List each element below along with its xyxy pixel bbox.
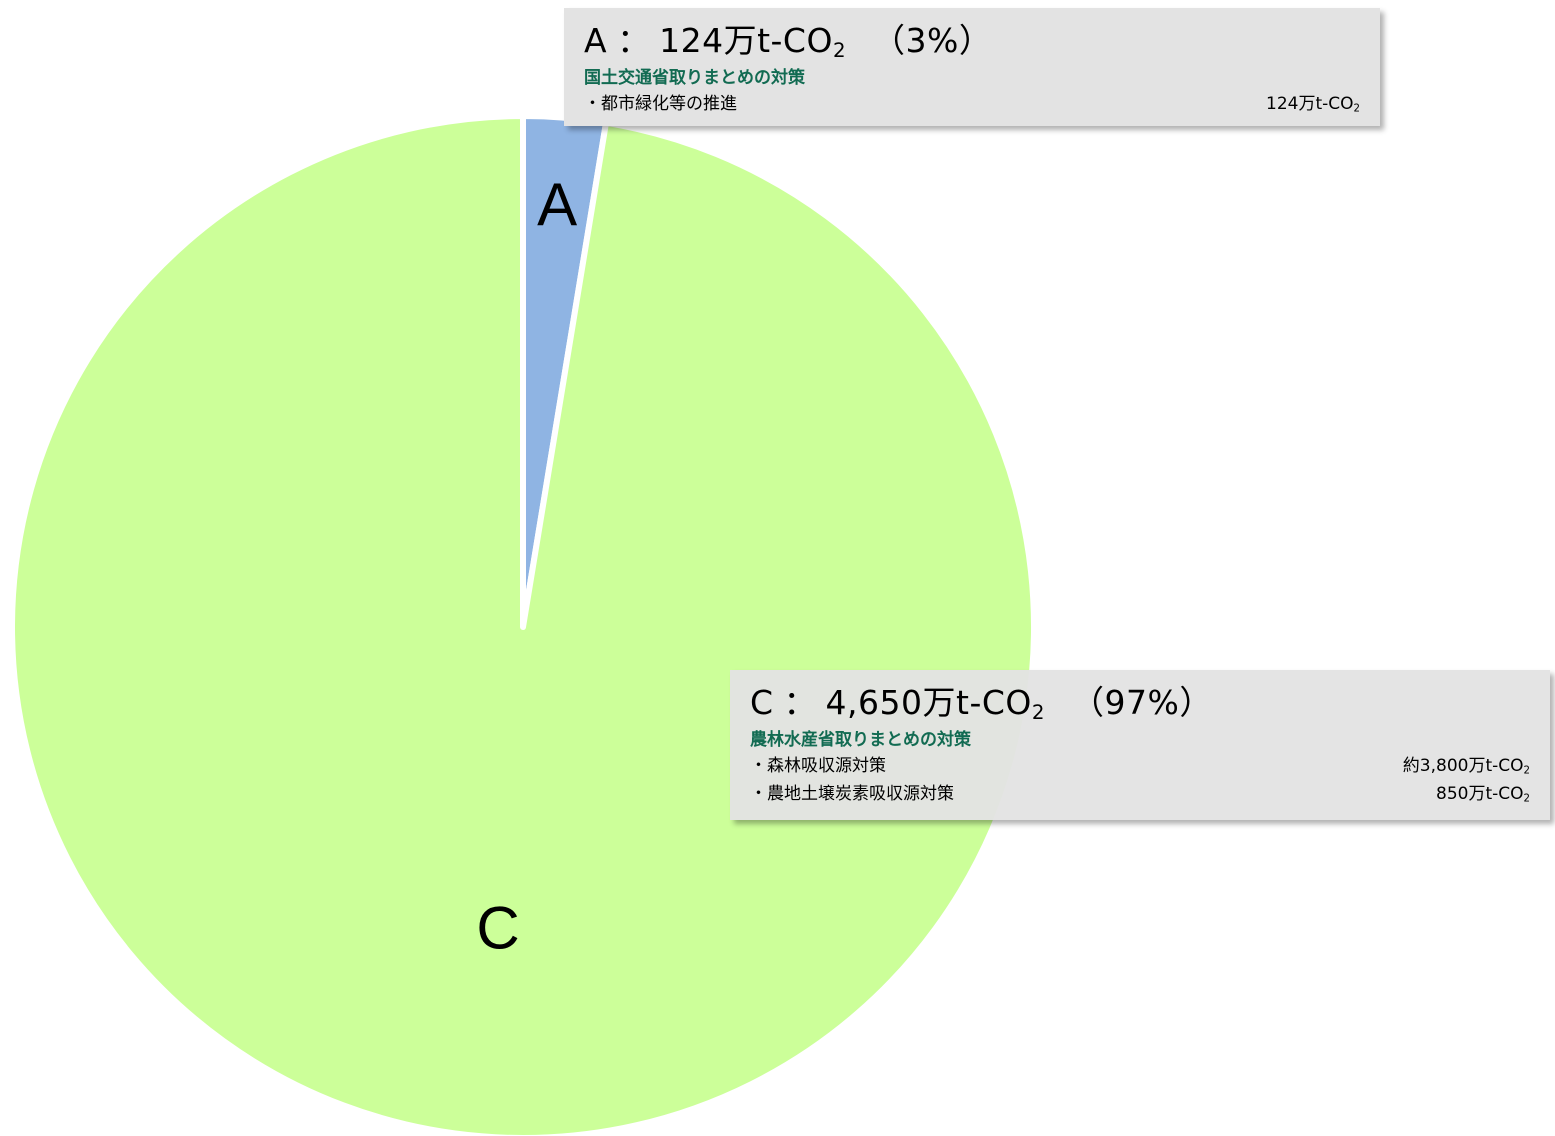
callout-c-item-value-subscript: 2: [1523, 793, 1530, 805]
callout-a-item: ・都市緑化等の推進 124万t-CO2: [584, 90, 1360, 118]
callout-a-amount: 124万t-CO: [659, 21, 833, 60]
callout-c-heading: C： 4,650万t-CO2 （97%）: [750, 683, 1530, 724]
callout-c-item-name: ・農地土壌炭素吸収源対策: [750, 784, 954, 804]
callout-c-amount-subscript: 2: [1031, 700, 1045, 724]
callout-c-amount: 4,650万t-CO: [825, 683, 1032, 722]
callout-c-separator: ：: [783, 683, 818, 722]
callout-a-item-value-text: 124万t-CO: [1266, 94, 1354, 114]
callout-c-ministry: 農林水産省取りまとめの対策: [750, 730, 971, 750]
callout-c-percent: （97%）: [1070, 683, 1213, 722]
pie-slice-c: [9, 113, 1037, 1136]
pie-slice-label-c: C: [476, 894, 519, 961]
callout-c-item: ・農地土壌炭素吸収源対策 850万t-CO2: [750, 780, 1530, 808]
pie-slice-label-a: A: [537, 171, 577, 238]
callout-a-item-name: ・都市緑化等の推進: [584, 94, 737, 114]
callout-c-item-value: 850万t-CO2: [1436, 780, 1530, 808]
callout-a-percent: （3%）: [872, 21, 993, 60]
callout-a-label: A: [584, 21, 608, 60]
callout-a: A： 124万t-CO2 （3%） 国土交通省取りまとめの対策 ・都市緑化等の推進 …: [564, 8, 1380, 126]
callout-c-item-value-subscript: 2: [1523, 765, 1530, 777]
callout-a-item-value-subscript: 2: [1353, 103, 1360, 115]
callout-c-item-value-text: 約3,800万t-CO: [1402, 756, 1524, 776]
callout-a-heading: A： 124万t-CO2 （3%）: [584, 21, 1360, 62]
callout-c-label: C: [750, 683, 774, 722]
callout-a-amount-subscript: 2: [832, 38, 847, 62]
callout-a-separator: ：: [617, 21, 651, 60]
callout-c-item-value: 約3,800万t-CO2: [1403, 752, 1530, 780]
callout-c-item: ・森林吸収源対策 約3,800万t-CO2: [750, 752, 1530, 780]
callout-c-item-name: ・森林吸収源対策: [750, 756, 886, 776]
callout-a-ministry: 国土交通省取りまとめの対策: [584, 68, 805, 88]
callout-c: C： 4,650万t-CO2 （97%） 農林水産省取りまとめの対策 ・森林吸収源対…: [730, 670, 1550, 820]
callout-a-item-value: 124万t-CO2: [1266, 90, 1360, 118]
callout-c-item-value-text: 850万t-CO: [1436, 784, 1524, 804]
